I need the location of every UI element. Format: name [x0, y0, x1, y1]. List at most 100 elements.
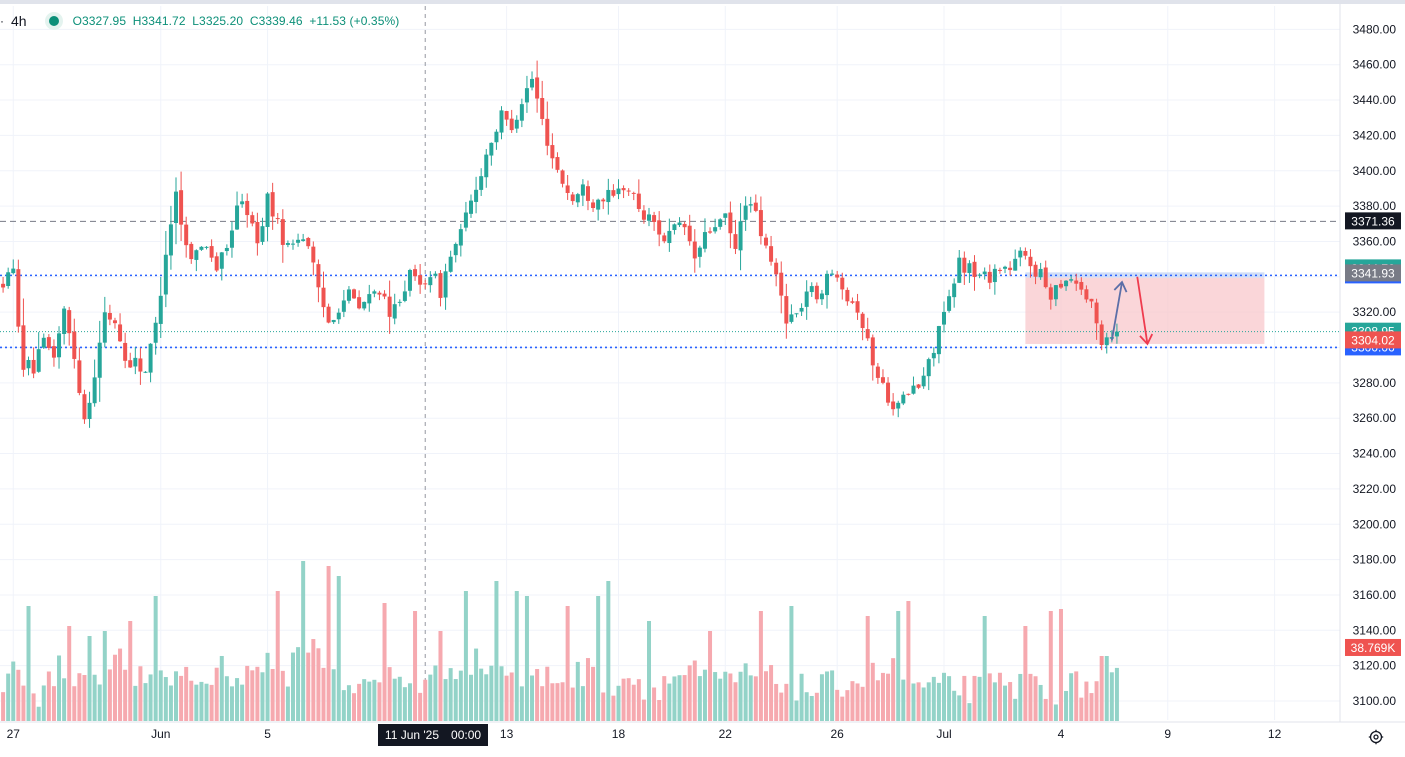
volume-bar — [51, 686, 56, 721]
volume-bar — [346, 685, 351, 721]
trend-arrows[interactable] — [1110, 276, 1154, 346]
volume-bar — [138, 666, 143, 721]
volume-bar — [463, 591, 468, 721]
ohlc-low: L3325.20 — [192, 14, 244, 28]
volume-bar — [1018, 673, 1023, 721]
candle-body — [921, 375, 926, 387]
candle-body — [362, 301, 367, 309]
candle-body — [606, 189, 611, 203]
volume-bar — [728, 673, 733, 721]
timeframe-label[interactable]: 4h — [11, 13, 27, 29]
volume-bar — [1064, 690, 1069, 721]
candle-body — [382, 293, 387, 297]
volume-bar — [758, 611, 763, 721]
volume-bar — [1084, 681, 1089, 721]
volume-bar — [41, 685, 46, 721]
candle-body — [611, 190, 616, 196]
volume-bar — [941, 672, 946, 721]
volume-bar — [326, 566, 331, 721]
volume-bar — [789, 606, 794, 721]
candle-body — [891, 401, 896, 410]
ohlc-close: C3339.46 — [249, 14, 303, 28]
volume-bar — [886, 673, 891, 721]
volume-bar — [550, 683, 555, 721]
candle-body — [184, 224, 189, 246]
volume-bar — [357, 683, 362, 721]
candlesticks — [1, 60, 1119, 428]
volume-bar — [82, 675, 87, 721]
candle-body — [687, 225, 692, 242]
volume-bar — [62, 678, 67, 721]
volume-bar — [814, 692, 819, 721]
volume-bar — [596, 596, 601, 721]
volume-bar — [875, 680, 880, 721]
price-label-text: 3371.36 — [1351, 214, 1395, 228]
volume-bar — [1104, 656, 1109, 721]
volume-bar — [479, 668, 484, 721]
candle-body — [1018, 250, 1023, 258]
volume-bar — [697, 676, 702, 721]
volume-bar — [179, 675, 184, 721]
candle-body — [321, 287, 326, 308]
candle-body — [738, 221, 743, 251]
candle-body — [1099, 324, 1104, 346]
volume-bar — [774, 683, 779, 721]
settings-gear-icon[interactable] — [1368, 729, 1384, 745]
volume-bar — [901, 679, 906, 721]
volume-bar — [316, 648, 321, 721]
volume-bar — [809, 695, 814, 721]
price-axis[interactable]: 3100.00 3120.00 3140.00 3160.00 3180.00 3200.… — [0, 4, 1405, 723]
volume-bar — [947, 676, 952, 721]
candle-body — [174, 191, 179, 224]
candle-body — [280, 219, 285, 245]
volume-bar — [585, 658, 590, 721]
volume-bar — [931, 676, 936, 721]
candle-body — [245, 200, 250, 216]
candle-body — [489, 142, 494, 156]
volume-bar — [77, 673, 82, 721]
candle-body — [870, 337, 875, 366]
candle-body — [1033, 264, 1038, 277]
candle-body — [774, 262, 779, 275]
candle-body — [112, 320, 117, 324]
volume-bar — [1048, 611, 1053, 721]
volume-bar — [565, 606, 570, 721]
candle-body — [992, 268, 997, 283]
candle-body — [825, 273, 830, 296]
candle-body — [92, 377, 97, 404]
candle-body — [697, 247, 702, 257]
price-tick-label: 3100.00 — [1353, 694, 1397, 708]
volume-bar — [153, 596, 158, 721]
candle-body — [26, 360, 31, 369]
volume-bar — [591, 666, 596, 721]
volume-bar — [514, 591, 519, 721]
trend-arrow-line — [1110, 281, 1123, 341]
volume-bar — [199, 681, 204, 721]
volume-bar — [926, 682, 931, 721]
volume-bar — [1013, 698, 1018, 721]
volume-bar — [891, 658, 896, 721]
candle-body — [357, 297, 362, 309]
volume-bar — [896, 611, 901, 721]
volume-bar — [713, 672, 718, 721]
candle-body — [748, 204, 753, 206]
volume-bar — [575, 661, 580, 721]
candle-body — [728, 212, 733, 234]
volume-bar — [662, 676, 667, 721]
candle-body — [240, 201, 245, 205]
volume-bar — [784, 683, 789, 721]
candle-body — [733, 234, 738, 249]
candle-body — [657, 220, 662, 235]
candle-body — [835, 274, 840, 278]
volume-bar — [458, 670, 463, 721]
candle-body — [341, 300, 346, 312]
candle-body — [530, 78, 535, 88]
candle-body — [575, 194, 580, 203]
price-label-tag — [1345, 638, 1401, 656]
volume-bar — [657, 699, 662, 721]
candle-body — [428, 277, 433, 286]
candle-body — [743, 205, 748, 220]
candle-body — [1, 283, 6, 288]
candle-body — [723, 213, 728, 218]
